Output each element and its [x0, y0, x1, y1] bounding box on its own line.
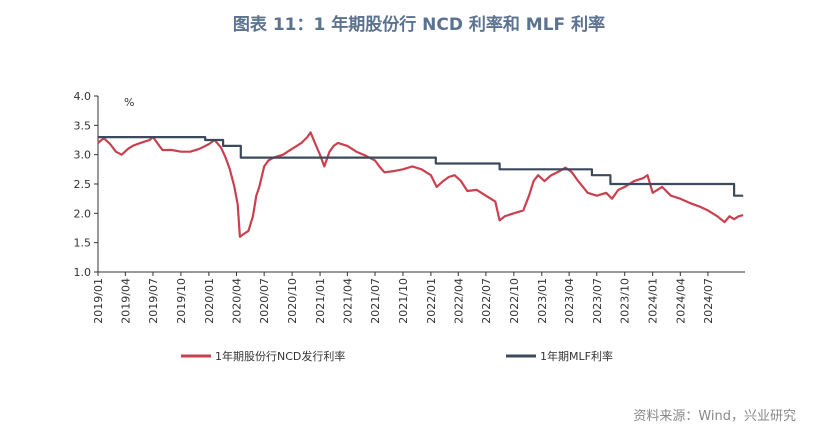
- x-tick-label: 2020/10: [286, 278, 299, 324]
- x-tick-label: 2020/01: [203, 278, 216, 324]
- x-tick-label: 2023/04: [563, 278, 576, 324]
- x-tick-label: 2019/10: [175, 278, 188, 324]
- x-tick-label: 2022/01: [425, 278, 438, 324]
- x-tick-label: 2023/01: [536, 278, 549, 324]
- source-note: 资料来源：Wind，兴业研究: [633, 409, 796, 424]
- x-tick-label: 2023/07: [591, 278, 604, 324]
- x-tick-label: 2022/04: [452, 278, 465, 324]
- y-tick-label: 3.5: [74, 119, 92, 132]
- x-tick-label: 2019/04: [119, 278, 132, 324]
- x-tick-label: 2021/07: [369, 278, 382, 324]
- x-tick-label: 2021/04: [341, 278, 354, 324]
- legend-label-mlf: 1年期MLF利率: [540, 349, 613, 363]
- x-tick-label: 2019/01: [92, 278, 105, 324]
- chart-title: 图表 11：1 年期股份行 NCD 利率和 MLF 利率: [232, 15, 606, 35]
- x-tick-label: 2024/01: [647, 278, 660, 324]
- x-tick-label: 2021/10: [397, 278, 410, 324]
- x-tick-label: 2022/07: [480, 278, 493, 324]
- x-tick-label: 2020/04: [231, 278, 244, 324]
- x-tick-label: 2019/07: [147, 278, 160, 324]
- chart-legend: 1年期股份行NCD发行利率 1年期MLF利率: [181, 349, 613, 363]
- y-tick-label: 3.0: [74, 149, 92, 162]
- x-tick-label: 2022/10: [508, 278, 521, 324]
- ncd-rate-line: [97, 131, 744, 238]
- legend-label-ncd: 1年期股份行NCD发行利率: [215, 349, 345, 363]
- y-tick-label: 1.0: [74, 266, 92, 279]
- chart-axes: 4.0 3.5 3.0 2.5 2.0 1.5 1.0% 2019/01 2019/04 2019…: [74, 90, 745, 324]
- x-tick-label: 2023/10: [619, 278, 632, 324]
- y-tick-label: 4.0: [74, 90, 92, 103]
- x-tick-label: 2024/07: [702, 278, 715, 324]
- unit-label: %: [124, 96, 134, 109]
- y-tick-label: 2.0: [74, 207, 92, 220]
- x-tick-label: 2020/07: [258, 278, 271, 324]
- chart-lines: [97, 131, 744, 238]
- y-tick-label: 2.5: [74, 178, 92, 191]
- x-tick-label: 2024/04: [674, 278, 687, 324]
- y-tick-label: 1.5: [74, 237, 92, 250]
- mlf-rate-line: [98, 136, 744, 197]
- x-tick-label: 2021/01: [314, 278, 327, 324]
